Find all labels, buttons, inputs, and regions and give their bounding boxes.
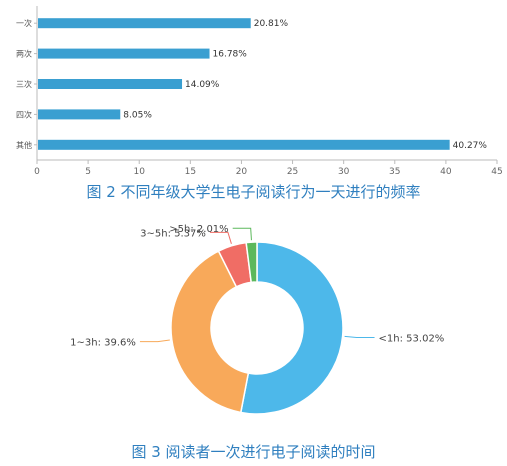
- leader-line: [209, 231, 232, 244]
- x-tick-label: 5: [85, 167, 91, 177]
- bar-value-label: 14.09%: [185, 80, 220, 90]
- bar-value-label: 8.05%: [123, 110, 152, 120]
- category-label: 两次: [16, 49, 32, 59]
- donut-chart-title: 图 3 阅读者一次进行电子阅读的时间: [131, 443, 376, 461]
- bar-value-label: 20.81%: [254, 19, 289, 29]
- donut-chart: <1h: 53.02% 1~3h: 39.6% 3~5h: 5.37%>5h: 2.…: [70, 224, 445, 415]
- x-tick-label: 25: [287, 167, 298, 177]
- bar: [38, 139, 450, 150]
- x-tick-label: 35: [389, 167, 400, 177]
- x-tick-label: 10: [133, 167, 145, 177]
- donut-slice: [239, 241, 344, 415]
- bar-marks: 20.81% 16.78% 14.09% 8.05% 40.27%: [38, 18, 487, 151]
- leader-line: [232, 227, 252, 241]
- donut-slice: [245, 241, 258, 284]
- x-tick-label: 15: [185, 167, 196, 177]
- bar-chart-title: 图 2 不同年级大学生电子阅读行为一天进行的频率: [86, 183, 421, 201]
- donut-marks: <1h: 53.02% 1~3h: 39.6% 3~5h: 5.37%>5h: 2.…: [70, 224, 445, 415]
- leader-line: [344, 335, 375, 338]
- bar-value-label: 16.78%: [213, 50, 248, 60]
- slice-label: <1h: 53.02%: [379, 333, 445, 344]
- x-tick-label: 0: [34, 167, 40, 177]
- slice-label: 3~5h: 5.37%: [140, 228, 206, 239]
- bar: [38, 79, 183, 89]
- bar: [38, 109, 121, 120]
- x-tick-label: 40: [440, 167, 452, 177]
- donut-slice: [170, 250, 250, 414]
- slice-label: >5h: 2.01%: [169, 224, 228, 235]
- bar-value-label: 40.27%: [453, 141, 488, 151]
- slice-label: 1~3h: 39.6%: [70, 338, 136, 349]
- x-tick-label: 45: [491, 167, 502, 177]
- x-tick-label: 30: [338, 167, 350, 177]
- bar: [38, 48, 210, 59]
- bar: [38, 18, 251, 29]
- category-label: 三次: [16, 79, 32, 89]
- category-label: 四次: [16, 109, 32, 119]
- category-label: 一次: [16, 18, 32, 28]
- x-tick-label: 20: [236, 167, 248, 177]
- leader-line: [139, 339, 170, 343]
- category-label: 其他: [16, 140, 32, 150]
